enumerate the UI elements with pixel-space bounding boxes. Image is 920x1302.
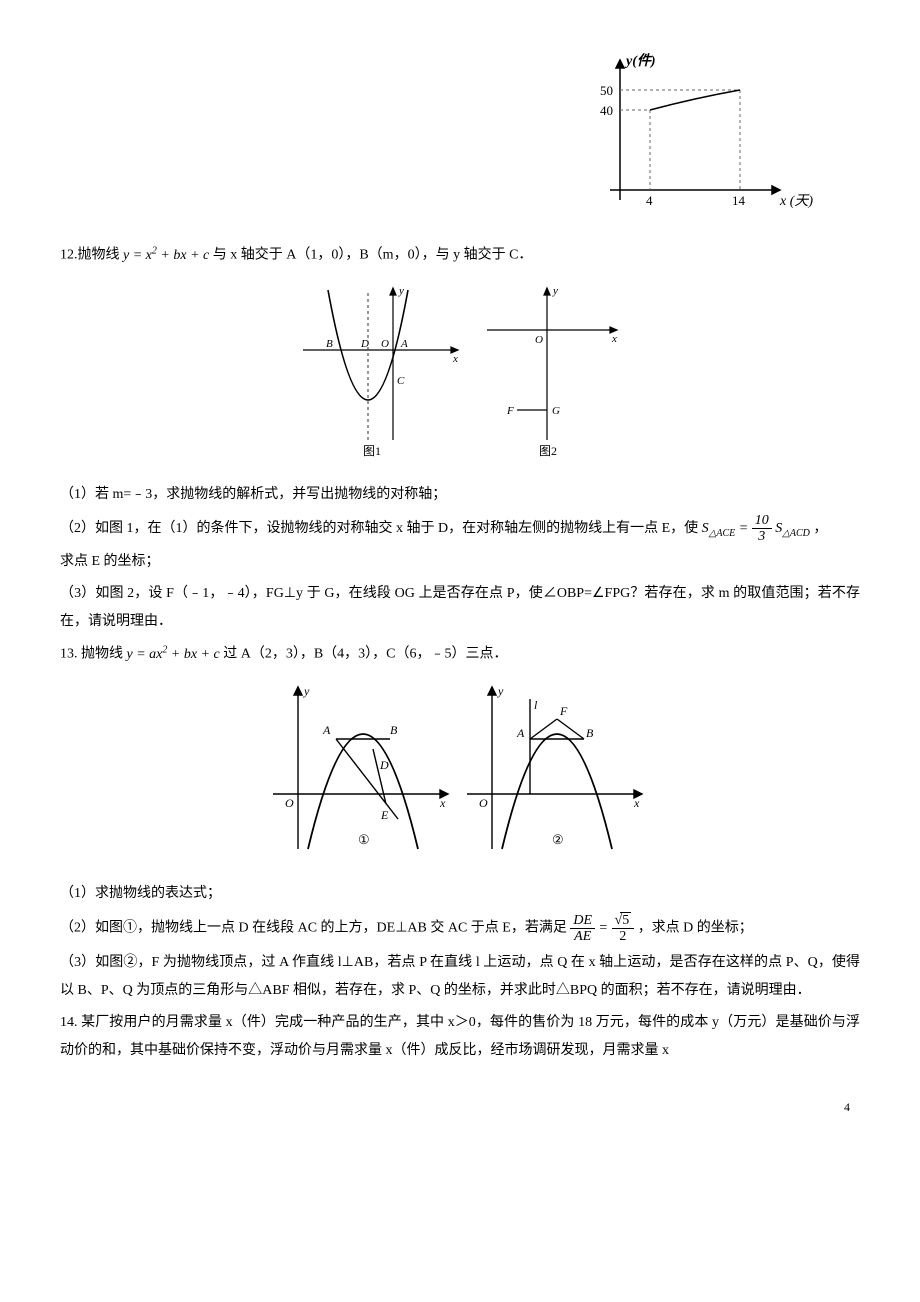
q12-p2-end: 求点 E 的坐标； <box>60 548 860 576</box>
svg-text:G: G <box>552 405 560 417</box>
q13-p2-post: ，求点 D 的坐标； <box>634 921 753 936</box>
svg-text:C: C <box>397 375 405 387</box>
q12-p2: （2）如图 1，在（1）的条件下，设抛物线的对称轴交 x 轴于 D，在对称轴左侧… <box>60 513 860 545</box>
q13-p3: （3）如图②，F 为抛物线顶点，过 A 作直线 l⊥AB，若点 P 在直线 l … <box>60 949 860 1005</box>
q12-p1: （1）若 m=﹣3，求抛物线的解析式，并写出抛物线的对称轴； <box>60 481 860 509</box>
q12-figures: B D O A x y C 图1 O x y F G 图2 <box>60 280 860 471</box>
q13-figures: A B D E O x y ① A B F l O x y ② <box>60 679 860 870</box>
svg-text:y: y <box>398 285 404 297</box>
q12-fig2: O x y F G 图2 <box>477 280 627 460</box>
q13-eq: y = ax2 + bx + c <box>127 647 220 662</box>
svg-text:A: A <box>322 723 331 737</box>
svg-text:y: y <box>303 684 310 698</box>
svg-text:②: ② <box>552 832 564 847</box>
equals: = <box>599 921 612 936</box>
svg-text:D: D <box>360 338 369 350</box>
q13-p2-pre: （2）如图①，抛物线上一点 D 在线段 AC 的上方，DE⊥AB 交 AC 于点… <box>60 921 570 936</box>
svg-text:x: x <box>611 333 617 345</box>
q13-p2: （2）如图①，抛物线上一点 D 在线段 AC 的上方，DE⊥AB 交 AC 于点… <box>60 912 860 945</box>
x-axis-label: x (天) <box>779 194 813 209</box>
svg-text:O: O <box>479 796 488 810</box>
svg-text:y: y <box>552 285 558 297</box>
q14-text: 某厂按用户的月需求量 x（件）完成一种产品的生产，其中 x＞0，每件的售价为 1… <box>60 1015 860 1058</box>
svg-text:F: F <box>506 405 514 417</box>
svg-text:O: O <box>535 334 543 346</box>
svg-text:x: x <box>439 796 446 810</box>
q12-p3: （3）如图 2，设 F（﹣1，﹣4），FG⊥y 于 G，在线段 OG 上是否存在… <box>60 580 860 636</box>
svg-text:图1: 图1 <box>363 444 381 458</box>
xtick-14: 14 <box>732 193 746 208</box>
ytick-50: 50 <box>600 83 613 98</box>
svg-text:A: A <box>516 726 525 740</box>
y-axis-label: y(件) <box>624 52 656 69</box>
q13-p1: （1）求抛物线的表达式； <box>60 880 860 908</box>
page-number: 4 <box>60 1095 860 1119</box>
q13-intro: 13. 抛物线 y = ax2 + bx + c 过 A（2，3），B（4，3）… <box>60 640 860 669</box>
q13-frac-de-ae: DEAE <box>570 913 595 945</box>
q12-eq: y = x2 + bx + c <box>123 248 209 263</box>
svg-text:O: O <box>285 796 294 810</box>
fig-top-svg: 40 50 4 14 y(件) x (天) <box>580 50 820 220</box>
svg-text:①: ① <box>358 832 370 847</box>
q12-intro-post: 与 x 轴交于 A（1，0），B（m，0），与 y 轴交于 C． <box>209 248 532 263</box>
svg-text:F: F <box>559 704 568 718</box>
svg-text:A: A <box>400 338 408 350</box>
svg-text:B: B <box>326 338 333 350</box>
q14-number: 14. <box>60 1015 78 1030</box>
q12-intro-pre: 抛物线 <box>78 248 124 263</box>
svg-text:D: D <box>379 758 389 772</box>
q12-number: 12. <box>60 248 78 263</box>
q12-p2-eq: S△ACE = 103 S△ACD <box>702 521 810 536</box>
svg-text:B: B <box>586 726 594 740</box>
q13-intro-pre: 抛物线 <box>78 647 127 662</box>
q14: 14. 某厂按用户的月需求量 x（件）完成一种产品的生产，其中 x＞0，每件的售… <box>60 1009 860 1065</box>
svg-text:图2: 图2 <box>539 444 557 458</box>
q13-intro-post: 过 A（2，3），B（4，3），C（6，﹣5）三点． <box>220 647 508 662</box>
svg-text:l: l <box>534 698 538 712</box>
svg-text:y: y <box>497 684 504 698</box>
q13-fig1: A B D E O x y ① <box>268 679 458 859</box>
svg-text:x: x <box>633 796 640 810</box>
fig-top-sales: 40 50 4 14 y(件) x (天) <box>60 50 860 231</box>
xtick-4: 4 <box>646 193 653 208</box>
svg-text:O: O <box>381 338 389 350</box>
svg-text:E: E <box>380 808 389 822</box>
q12-intro: 12.抛物线 y = x2 + bx + c 与 x 轴交于 A（1，0），B（… <box>60 241 860 270</box>
q13-fig2: A B F l O x y ② <box>462 679 652 859</box>
ytick-40: 40 <box>600 103 613 118</box>
svg-text:x: x <box>452 353 458 365</box>
svg-text:B: B <box>390 723 398 737</box>
q13-number: 13. <box>60 647 78 662</box>
q12-p2-pre: （2）如图 1，在（1）的条件下，设抛物线的对称轴交 x 轴于 D，在对称轴左侧… <box>60 521 702 536</box>
q13-frac-sqrt5-2: √52 <box>612 912 635 945</box>
q12-fig1: B D O A x y C 图1 <box>293 280 473 460</box>
